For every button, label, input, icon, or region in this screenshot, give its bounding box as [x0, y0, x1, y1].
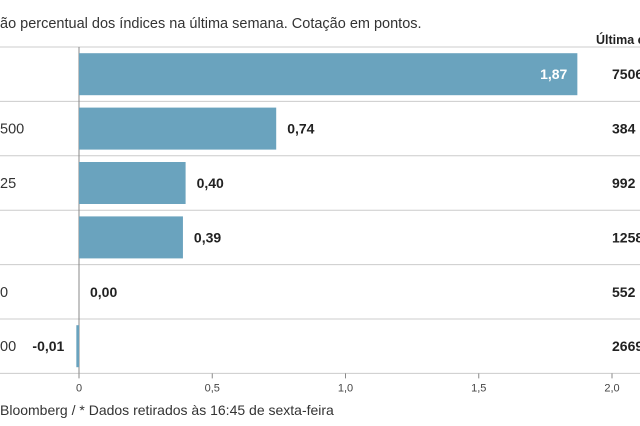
- x-tick-label: 1,0: [338, 382, 353, 394]
- bar-chart: Última c 1,87 7506 500 0,74 384 25 0,40 992 0,39 1…: [0, 32, 640, 394]
- chart-subtitle: ão percentual dos índices na última sema…: [0, 16, 422, 32]
- x-tick-label: 0,5: [205, 382, 220, 394]
- x-tick-label: 1,5: [471, 382, 486, 394]
- category-label: 500: [0, 122, 24, 138]
- bar: [79, 216, 183, 259]
- last-quote-header: Última c: [596, 32, 640, 47]
- bar: [79, 53, 578, 96]
- last-quote-value: 992: [612, 175, 636, 191]
- value-label: 0,74: [287, 121, 314, 137]
- value-label: 0,00: [90, 284, 117, 300]
- value-label: -0,01: [32, 338, 64, 354]
- last-quote-value: 552: [612, 284, 636, 300]
- source-note: Bloomberg / * Dados retirados às 16:45 d…: [0, 402, 334, 418]
- bar: [79, 162, 186, 204]
- category-label: 25: [0, 176, 16, 192]
- last-quote-value: 7506: [612, 66, 640, 82]
- value-label: 0,40: [197, 175, 224, 191]
- last-quote-value: 2669: [612, 338, 640, 354]
- category-label: 00: [0, 339, 16, 355]
- last-quote-value: 12589: [612, 229, 640, 245]
- bar: [76, 325, 79, 368]
- bar: [79, 107, 277, 150]
- x-tick-label: 0: [76, 382, 82, 394]
- category-label: 0: [0, 285, 8, 301]
- x-tick-label: 2,0: [604, 382, 619, 394]
- value-label: 1,87: [540, 66, 567, 82]
- last-quote-value: 384: [612, 121, 636, 137]
- value-label: 0,39: [194, 229, 221, 245]
